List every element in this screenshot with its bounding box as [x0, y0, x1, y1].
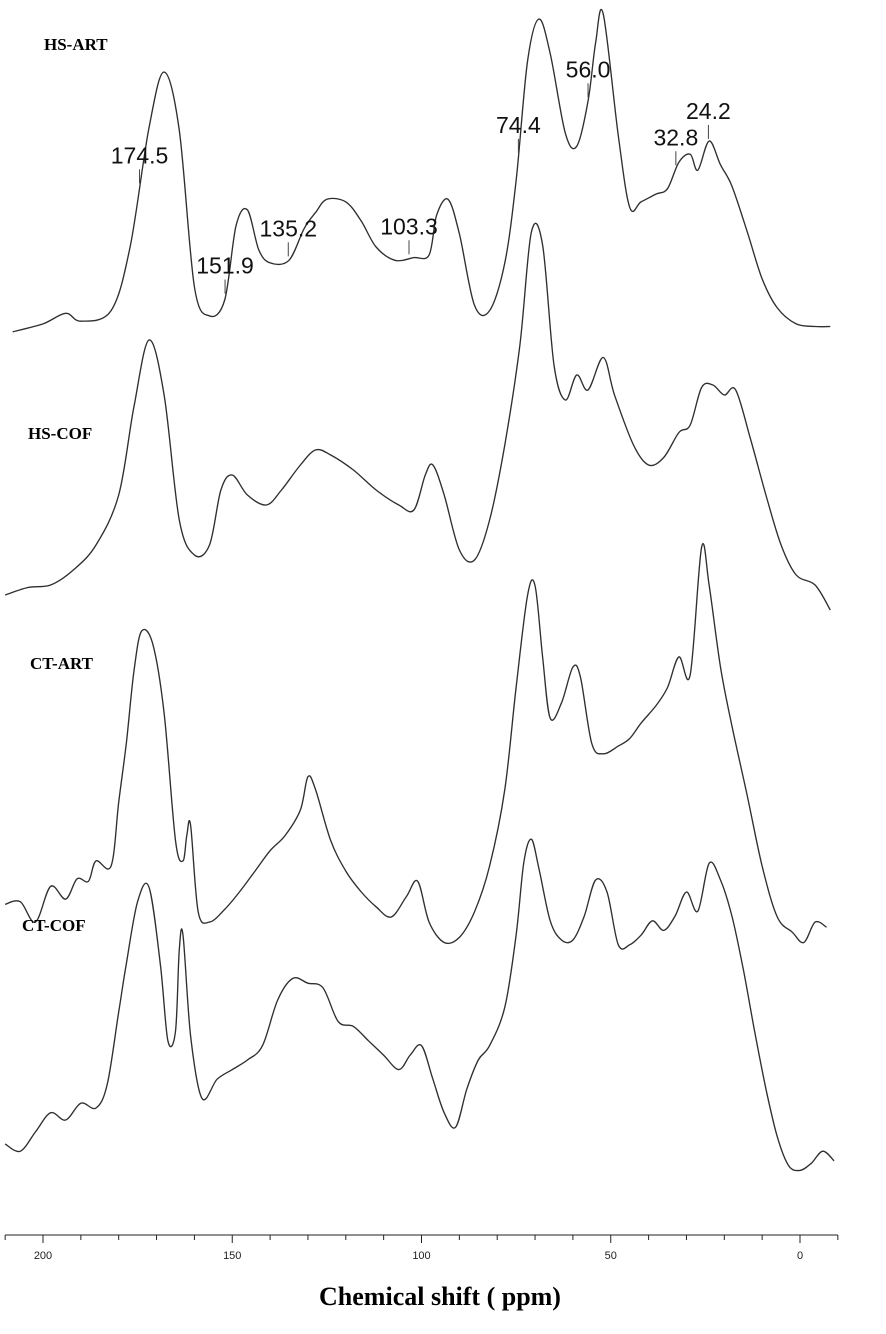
series-label-ct-art: CT-ART: [30, 654, 94, 673]
spectrum-line-ct-cof: [4, 838, 835, 1172]
spectrum-line-hs-art: [12, 9, 831, 333]
peak-label-4: 103.3: [380, 213, 438, 239]
peak-label-8: 24.2: [686, 98, 731, 124]
series-label-hs-art: HS-ART: [44, 35, 108, 54]
x-axis-title: Chemical shift ( ppm): [319, 1282, 561, 1311]
x-tick-label-150: 150: [223, 1250, 241, 1262]
peak-label-6: 56.0: [566, 56, 611, 82]
x-tick-label-0: 0: [797, 1250, 803, 1262]
spectrum-line-ct-art: [4, 543, 827, 945]
x-tick-label-50: 50: [605, 1250, 617, 1262]
x-tick-label-100: 100: [412, 1250, 430, 1262]
peak-label-3: 135.2: [259, 215, 317, 241]
series-label-hs-cof: HS-COF: [28, 424, 92, 443]
peak-label-5: 74.4: [496, 112, 541, 138]
spectrum-traces: [4, 9, 835, 1172]
x-axis: 200 150 100 50 0: [4, 1234, 839, 1262]
peak-label-7: 32.8: [653, 124, 698, 150]
peak-label-1: 174.5: [111, 142, 169, 168]
series-label-ct-cof: CT-COF: [22, 916, 86, 935]
spectrum-line-hs-cof: [4, 222, 831, 611]
x-tick-label-200: 200: [34, 1250, 52, 1262]
peak-label-2: 151.9: [196, 253, 254, 279]
